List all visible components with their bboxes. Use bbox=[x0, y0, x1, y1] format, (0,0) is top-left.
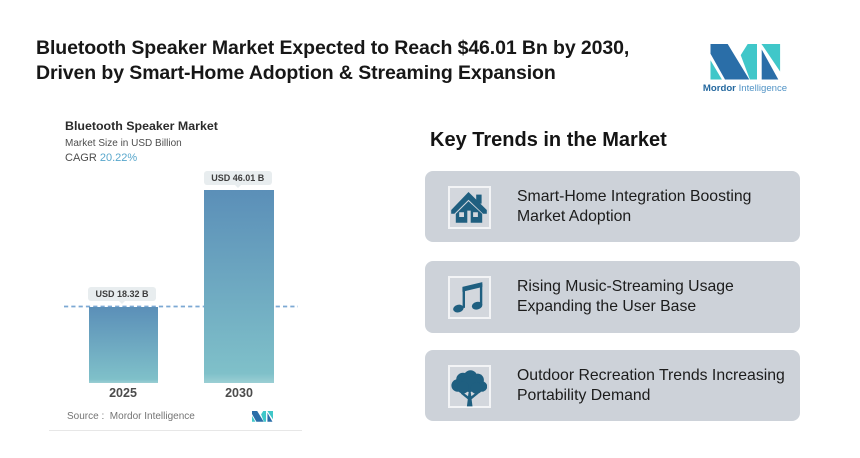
svg-text:Mordor Intelligence: Mordor Intelligence bbox=[703, 83, 787, 94]
